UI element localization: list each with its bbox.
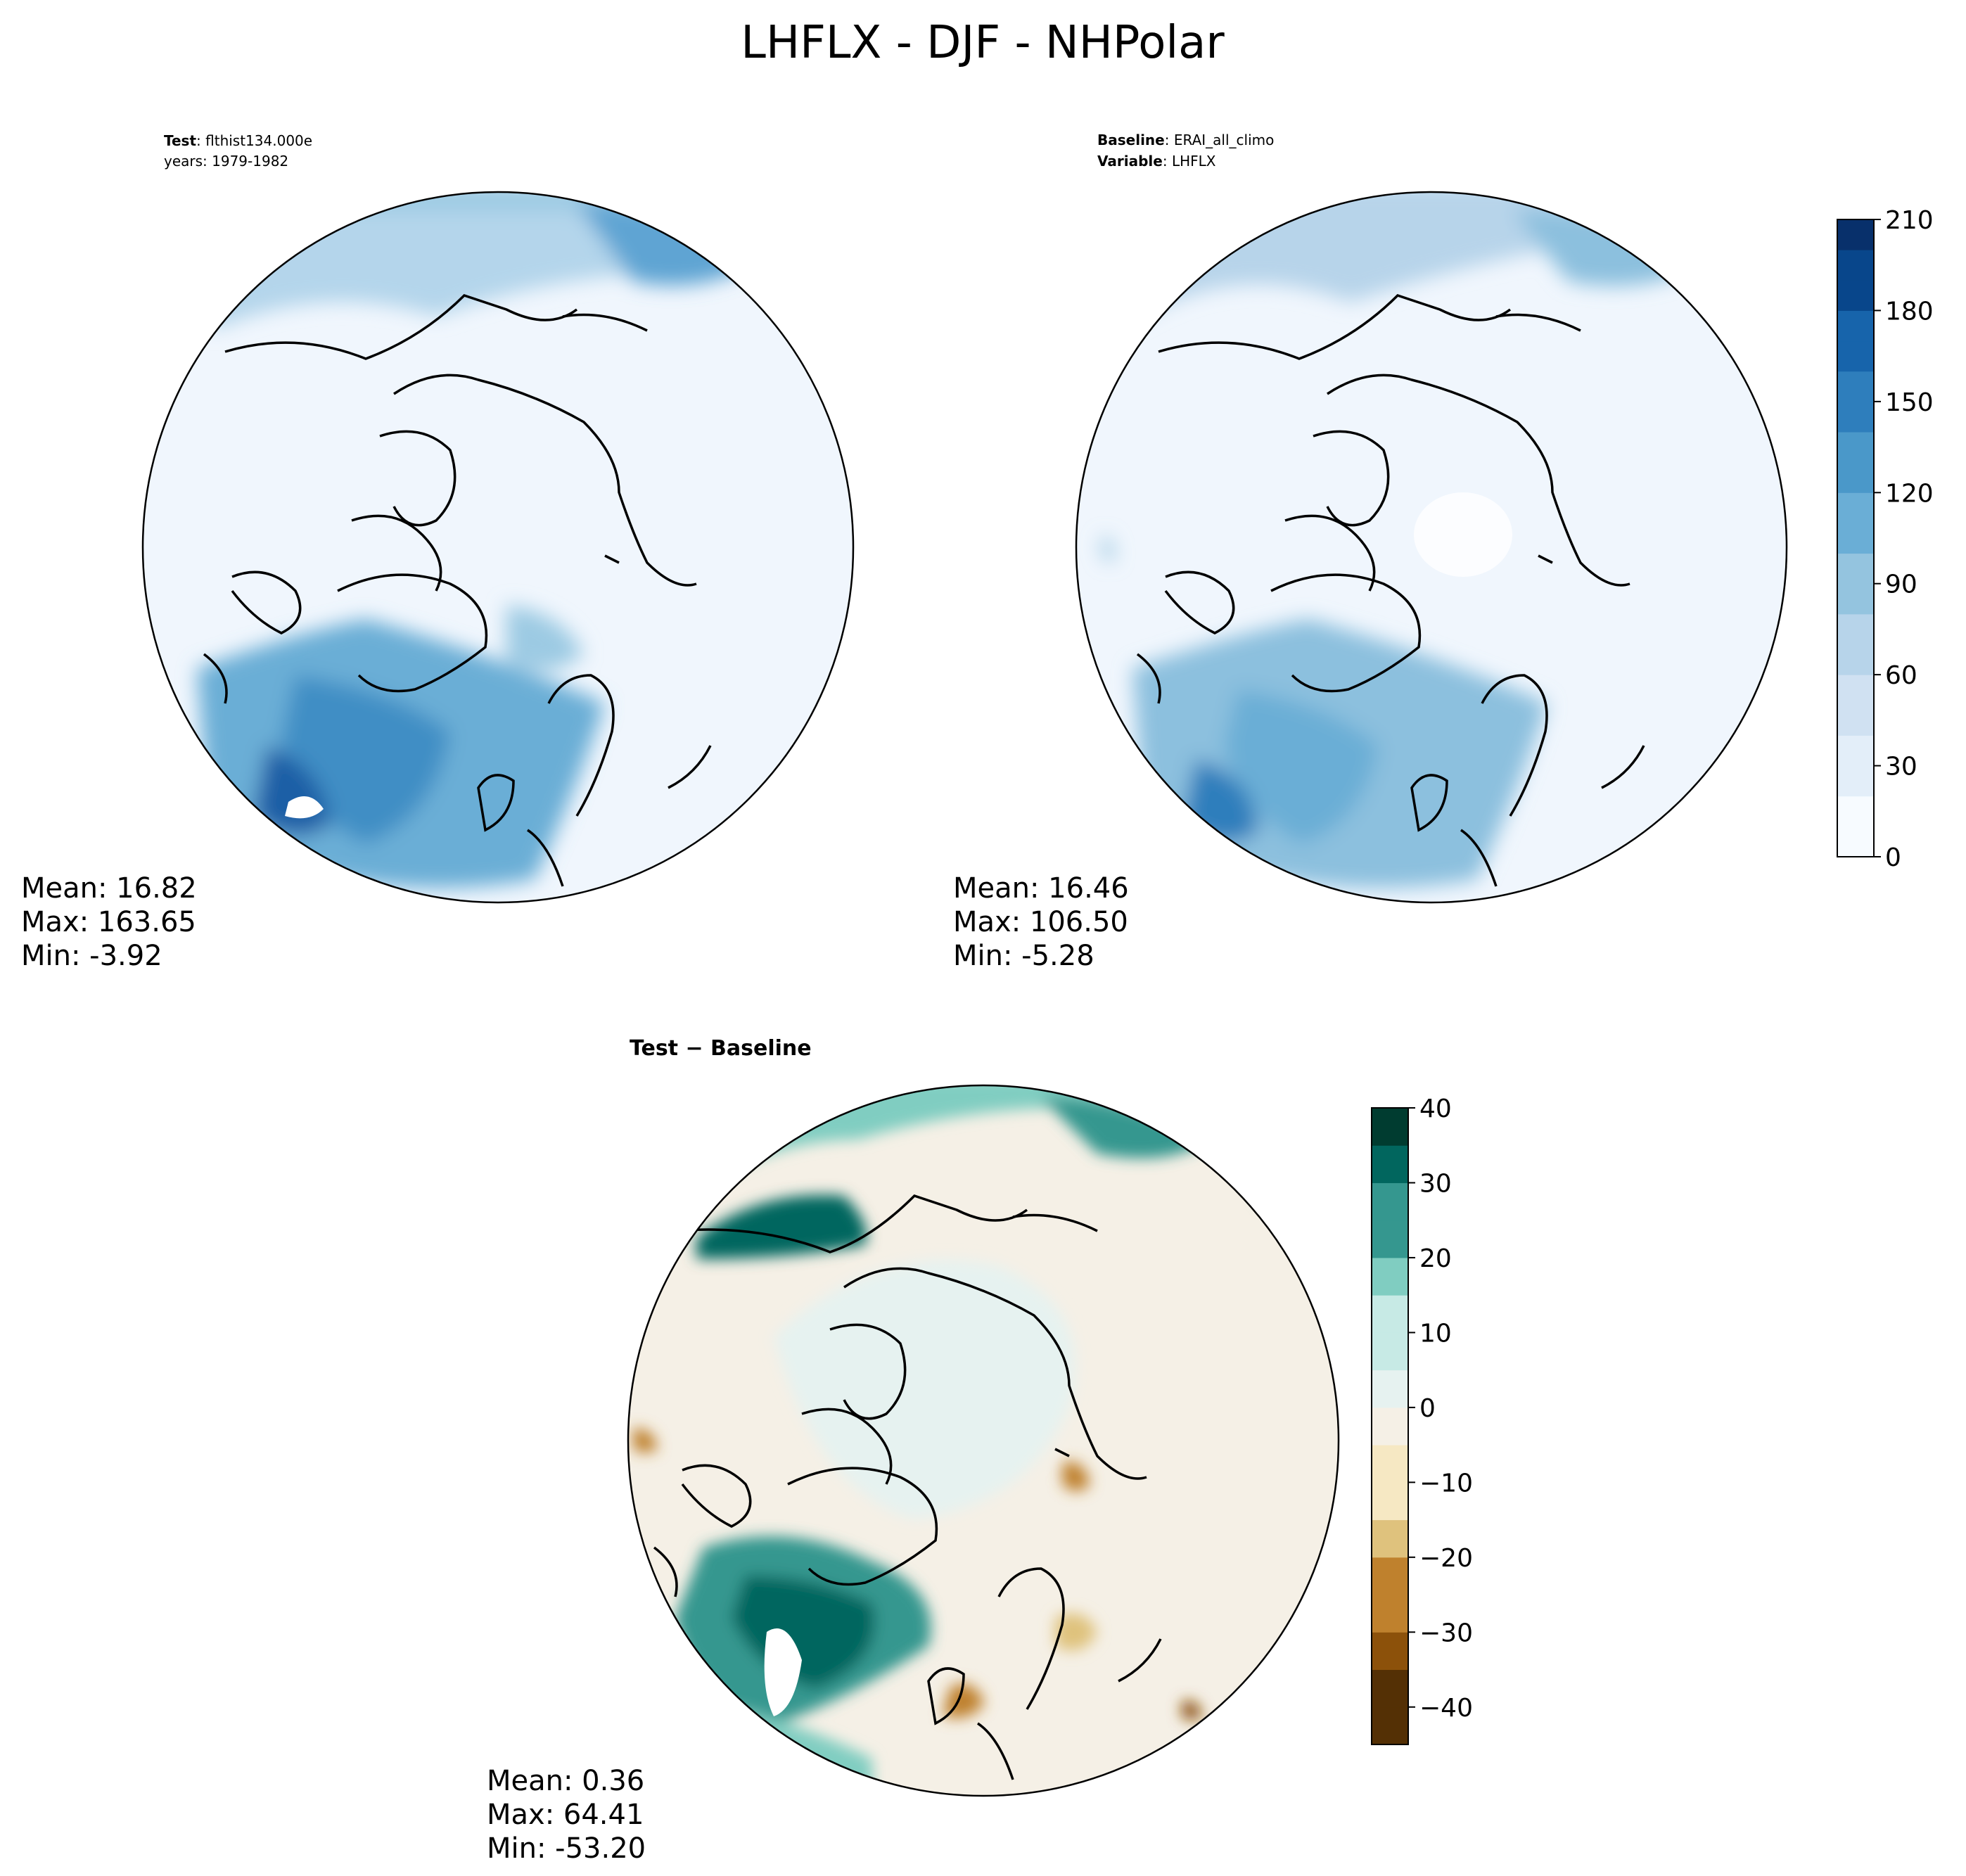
test-label-value: flthist134.000e [205, 132, 312, 149]
colorbar-band [1837, 401, 1874, 433]
colorbar-tick-label: 40 [1419, 1095, 1452, 1123]
colorbar-band [1372, 1370, 1408, 1408]
colorbar-band [1837, 280, 1874, 311]
colorbar-band [1837, 553, 1874, 585]
baseline-panel: Baseline: ERAI_all_climo Variable: LHFLX [953, 132, 1934, 972]
colorbar-band [1837, 644, 1874, 675]
colorbar-tick-label: 60 [1885, 661, 1917, 690]
colorbar-band [1372, 1145, 1408, 1183]
colorbar-band [1372, 1257, 1408, 1296]
baseline-variable-value: LHFLX [1172, 153, 1216, 170]
colorbar-tick-label: 180 [1885, 297, 1934, 326]
diff-map [628, 1085, 1339, 1796]
colorbar-frame [1371, 1107, 1409, 1745]
colorbar-frame [1837, 219, 1875, 857]
colorbar-band [1837, 796, 1874, 827]
colorbar-band [1837, 340, 1874, 372]
colorbar-band [1837, 310, 1874, 342]
colorbar-band [1372, 1706, 1408, 1745]
colorbar-band [1837, 219, 1874, 250]
colorbar-band [1837, 583, 1874, 615]
colorbar-tick-label: 0 [1419, 1394, 1436, 1423]
colorbar-band [1372, 1482, 1408, 1521]
colorbar-tick-label: 10 [1419, 1319, 1452, 1348]
colorbar-band [1837, 826, 1874, 857]
baseline-variable: Variable: LHFLX [1097, 153, 1216, 170]
diff-title: Test − Baseline [630, 1036, 812, 1061]
baseline-label: Baseline: ERAI_all_climo [1097, 132, 1274, 148]
colorbar-band [1372, 1669, 1408, 1708]
colorbar-band [1837, 492, 1874, 523]
test-stat-min: Min: -3.92 [21, 940, 162, 972]
baseline-stat-mean: Mean: 16.46 [953, 872, 1129, 905]
colorbar-band [1372, 1407, 1408, 1446]
colorbar-band [1837, 462, 1874, 493]
test-stat-mean: Mean: 16.82 [21, 872, 197, 905]
colorbar-tick-label: 30 [1419, 1169, 1452, 1198]
colorbar-tick-label: 30 [1885, 753, 1917, 781]
colorbar-tick-label: −30 [1419, 1619, 1473, 1647]
colorbar-tick-label: −10 [1419, 1469, 1473, 1498]
test-label: Test: flthist134.000e [164, 132, 312, 149]
test-years: years: 1979-1982 [164, 153, 288, 170]
colorbar-band [1837, 675, 1874, 706]
figure-title: LHFLX - DJF - NHPolar [741, 17, 1225, 69]
test-stat-max: Max: 163.65 [21, 906, 196, 938]
colorbar-band [1372, 1332, 1408, 1371]
baseline-label-key: Baseline [1097, 132, 1165, 148]
colorbar-band [1372, 1632, 1408, 1671]
test-label-key: Test [164, 132, 196, 149]
colorbar-tick-label: −20 [1419, 1544, 1473, 1573]
colorbar-band [1372, 1557, 1408, 1595]
colorbar-tick-label: −40 [1419, 1694, 1473, 1723]
baseline-stat-max: Max: 106.50 [953, 906, 1128, 938]
diff-panel: Test − Baseline [487, 1036, 1473, 1865]
colorbar-band [1837, 432, 1874, 463]
baseline-variable-key: Variable [1097, 153, 1163, 170]
colorbar-band [1372, 1445, 1408, 1483]
colorbar-blues: 0 30 60 90 120 150 180 210 [1837, 206, 1934, 872]
colorbar-band [1837, 371, 1874, 402]
colorbar-band [1372, 1295, 1408, 1333]
colorbar-tick-label: 210 [1885, 206, 1934, 235]
test-panel: Test: flthist134.000e years: 1979-1982 [21, 132, 855, 972]
colorbar-tick-label: 120 [1885, 479, 1934, 508]
colorbar-band [1372, 1519, 1408, 1558]
colorbar-band [1837, 705, 1874, 736]
colorbar-band [1837, 765, 1874, 797]
colorbar-band [1837, 735, 1874, 767]
colorbar-tick-label: 150 [1885, 388, 1934, 417]
colorbar-band [1372, 1220, 1408, 1258]
colorbar-band [1372, 1108, 1408, 1146]
colorbar-band [1837, 613, 1874, 645]
colorbar-band [1837, 250, 1874, 281]
colorbar-band [1372, 1182, 1408, 1221]
diff-stat-max: Max: 64.41 [487, 1799, 644, 1831]
colorbar-band [1372, 1595, 1408, 1633]
diff-stat-min: Min: -53.20 [487, 1832, 646, 1865]
diff-stat-mean: Mean: 0.36 [487, 1765, 644, 1797]
colorbar-band [1837, 523, 1874, 554]
colorbar-tick-label: 90 [1885, 570, 1917, 599]
colorbar-tick-label: 20 [1419, 1244, 1452, 1273]
colorbar-tick-label: 0 [1885, 843, 1901, 872]
colorbar-diverging: 40 30 20 10 0 −10 −20 −30 −40 [1371, 1095, 1473, 1745]
baseline-label-value: ERAI_all_climo [1174, 132, 1275, 148]
baseline-stat-min: Min: -5.28 [953, 940, 1094, 972]
